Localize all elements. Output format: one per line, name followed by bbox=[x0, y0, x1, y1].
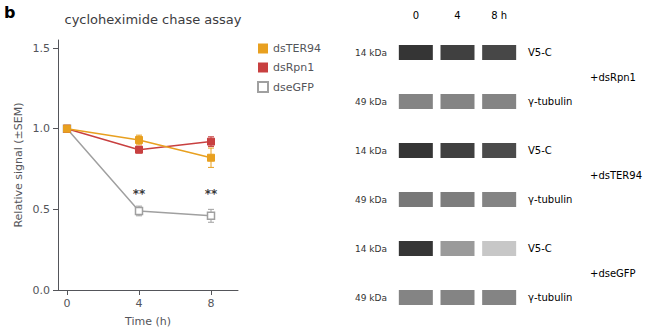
svg-text:49 kDa: 49 kDa bbox=[355, 195, 387, 205]
svg-text:cycloheximide chase assay: cycloheximide chase assay bbox=[65, 12, 242, 27]
svg-text:V5-C: V5-C bbox=[528, 47, 552, 58]
svg-text:γ-tubulin: γ-tubulin bbox=[528, 292, 572, 303]
svg-text:V5-C: V5-C bbox=[528, 243, 552, 254]
svg-text:4: 4 bbox=[136, 297, 143, 310]
svg-text:dsRpn1: dsRpn1 bbox=[273, 61, 314, 74]
svg-text:**: ** bbox=[205, 187, 218, 201]
svg-text:**: ** bbox=[133, 187, 146, 201]
svg-text:49 kDa: 49 kDa bbox=[355, 293, 387, 303]
svg-text:dseGFP: dseGFP bbox=[273, 81, 314, 94]
svg-text:Relative signal (±SEM): Relative signal (±SEM) bbox=[12, 102, 25, 227]
svg-text:b: b bbox=[4, 3, 15, 22]
svg-text:dsTER94: dsTER94 bbox=[273, 42, 321, 55]
svg-text:49 kDa: 49 kDa bbox=[355, 97, 387, 107]
svg-text:1.5: 1.5 bbox=[33, 42, 51, 55]
svg-text:14 kDa: 14 kDa bbox=[355, 146, 387, 156]
svg-text:γ-tubulin: γ-tubulin bbox=[528, 96, 572, 107]
svg-text:0: 0 bbox=[413, 10, 419, 21]
svg-text:1.0: 1.0 bbox=[33, 122, 51, 135]
svg-text:γ-tubulin: γ-tubulin bbox=[528, 194, 572, 205]
svg-text:0.5: 0.5 bbox=[33, 203, 51, 216]
svg-text:8: 8 bbox=[208, 297, 215, 310]
svg-text:4: 4 bbox=[454, 10, 460, 21]
svg-text:0.0: 0.0 bbox=[33, 284, 51, 297]
svg-text:Time (h): Time (h) bbox=[124, 315, 171, 328]
svg-text:+dsTER94: +dsTER94 bbox=[590, 170, 642, 181]
svg-text:+dseGFP: +dseGFP bbox=[590, 268, 636, 279]
svg-text:0: 0 bbox=[64, 297, 71, 310]
svg-text:V5-C: V5-C bbox=[528, 145, 552, 156]
svg-text:14 kDa: 14 kDa bbox=[355, 244, 387, 254]
svg-text:+dsRpn1: +dsRpn1 bbox=[590, 72, 636, 83]
svg-text:8 h: 8 h bbox=[491, 10, 507, 21]
svg-text:14 kDa: 14 kDa bbox=[355, 48, 387, 58]
